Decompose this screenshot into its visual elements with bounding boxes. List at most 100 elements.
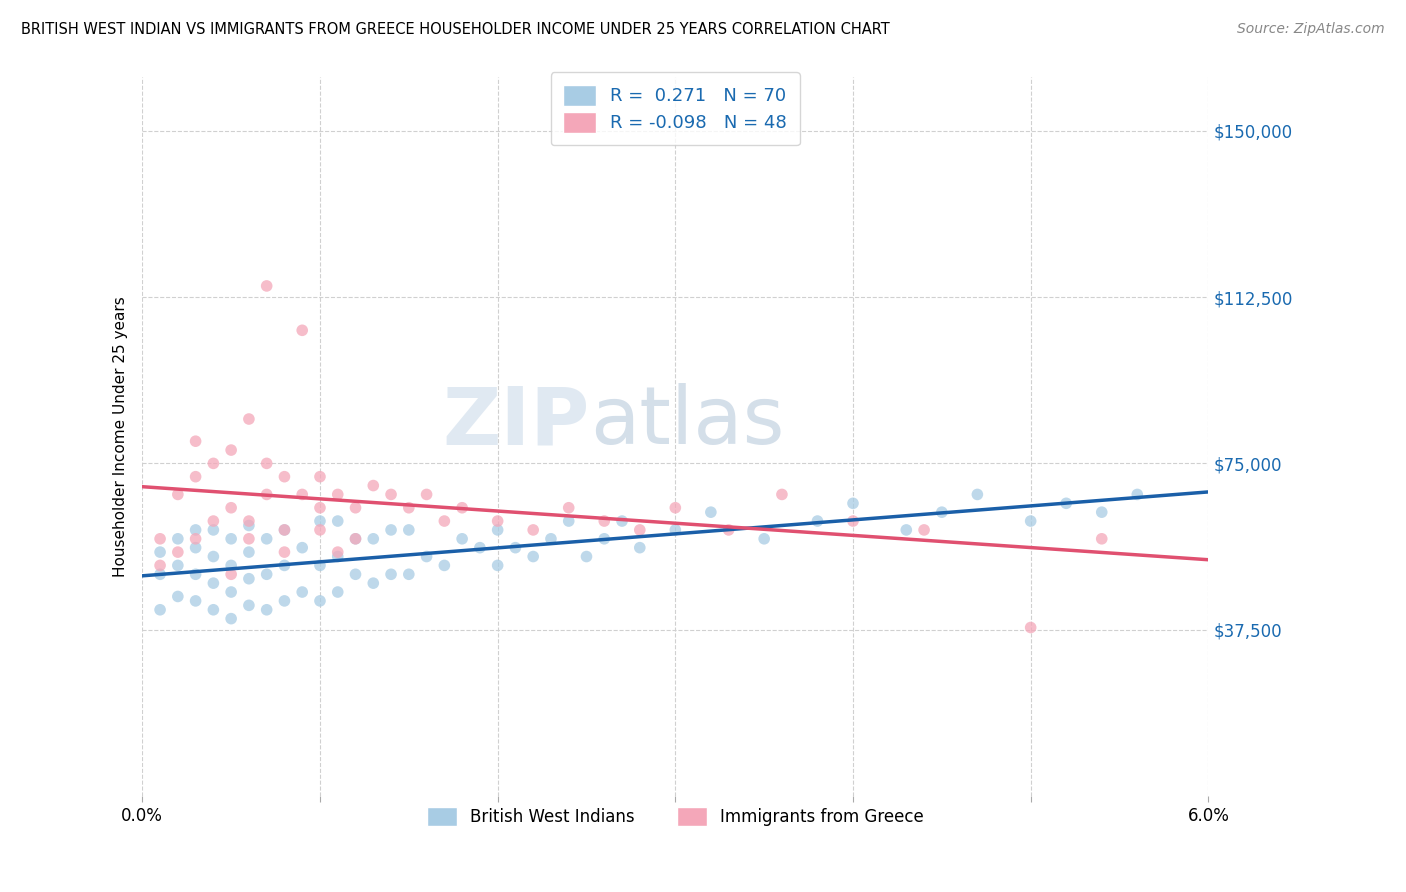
Point	[540, 532, 562, 546]
Point	[184, 523, 207, 537]
Point	[238, 599, 260, 613]
Point	[202, 523, 225, 537]
Point	[309, 500, 332, 515]
Text: atlas: atlas	[591, 384, 785, 461]
Point	[256, 279, 278, 293]
Point	[309, 523, 332, 537]
Point	[326, 487, 349, 501]
Point	[912, 523, 935, 537]
Point	[202, 514, 225, 528]
Point	[344, 500, 367, 515]
Point	[433, 558, 456, 573]
Point	[593, 532, 616, 546]
Point	[149, 567, 172, 582]
Point	[219, 443, 242, 458]
Point	[361, 576, 384, 591]
Point	[291, 487, 314, 501]
Point	[451, 500, 474, 515]
Point	[238, 518, 260, 533]
Point	[896, 523, 918, 537]
Point	[166, 545, 188, 559]
Point	[326, 585, 349, 599]
Point	[166, 487, 188, 501]
Point	[931, 505, 953, 519]
Point	[664, 500, 686, 515]
Point	[361, 532, 384, 546]
Point	[219, 558, 242, 573]
Point	[628, 523, 651, 537]
Point	[238, 572, 260, 586]
Point	[344, 567, 367, 582]
Point	[166, 590, 188, 604]
Point	[842, 496, 865, 510]
Point	[326, 545, 349, 559]
Point	[149, 545, 172, 559]
Point	[291, 585, 314, 599]
Point	[256, 567, 278, 582]
Point	[256, 487, 278, 501]
Point	[344, 532, 367, 546]
Point	[398, 500, 420, 515]
Point	[184, 434, 207, 449]
Point	[451, 532, 474, 546]
Point	[256, 532, 278, 546]
Point	[166, 558, 188, 573]
Point	[273, 594, 295, 608]
Point	[273, 545, 295, 559]
Point	[184, 541, 207, 555]
Point	[219, 532, 242, 546]
Point	[628, 541, 651, 555]
Point	[486, 514, 509, 528]
Point	[202, 603, 225, 617]
Point	[273, 558, 295, 573]
Point	[309, 558, 332, 573]
Point	[219, 500, 242, 515]
Point	[610, 514, 633, 528]
Point	[522, 549, 544, 564]
Point	[415, 549, 437, 564]
Point	[219, 567, 242, 582]
Point	[149, 558, 172, 573]
Point	[219, 585, 242, 599]
Point	[184, 469, 207, 483]
Point	[1091, 532, 1114, 546]
Point	[700, 505, 723, 519]
Point	[149, 532, 172, 546]
Point	[754, 532, 776, 546]
Point	[398, 523, 420, 537]
Point	[291, 541, 314, 555]
Point	[202, 576, 225, 591]
Point	[664, 523, 686, 537]
Point	[273, 469, 295, 483]
Point	[415, 487, 437, 501]
Point	[505, 541, 527, 555]
Point	[1019, 514, 1042, 528]
Point	[522, 523, 544, 537]
Point	[770, 487, 793, 501]
Point	[219, 612, 242, 626]
Point	[717, 523, 740, 537]
Legend: British West Indians, Immigrants from Greece: British West Indians, Immigrants from Gr…	[419, 798, 932, 835]
Point	[184, 567, 207, 582]
Point	[184, 532, 207, 546]
Point	[398, 567, 420, 582]
Point	[309, 469, 332, 483]
Text: Source: ZipAtlas.com: Source: ZipAtlas.com	[1237, 22, 1385, 37]
Point	[1091, 505, 1114, 519]
Point	[256, 603, 278, 617]
Point	[344, 532, 367, 546]
Point	[486, 523, 509, 537]
Y-axis label: Householder Income Under 25 years: Householder Income Under 25 years	[114, 296, 128, 577]
Point	[361, 478, 384, 492]
Point	[273, 523, 295, 537]
Point	[291, 323, 314, 337]
Point	[380, 567, 402, 582]
Point	[433, 514, 456, 528]
Point	[309, 514, 332, 528]
Point	[238, 514, 260, 528]
Point	[842, 514, 865, 528]
Point	[468, 541, 491, 555]
Point	[202, 456, 225, 470]
Point	[238, 412, 260, 426]
Point	[1126, 487, 1149, 501]
